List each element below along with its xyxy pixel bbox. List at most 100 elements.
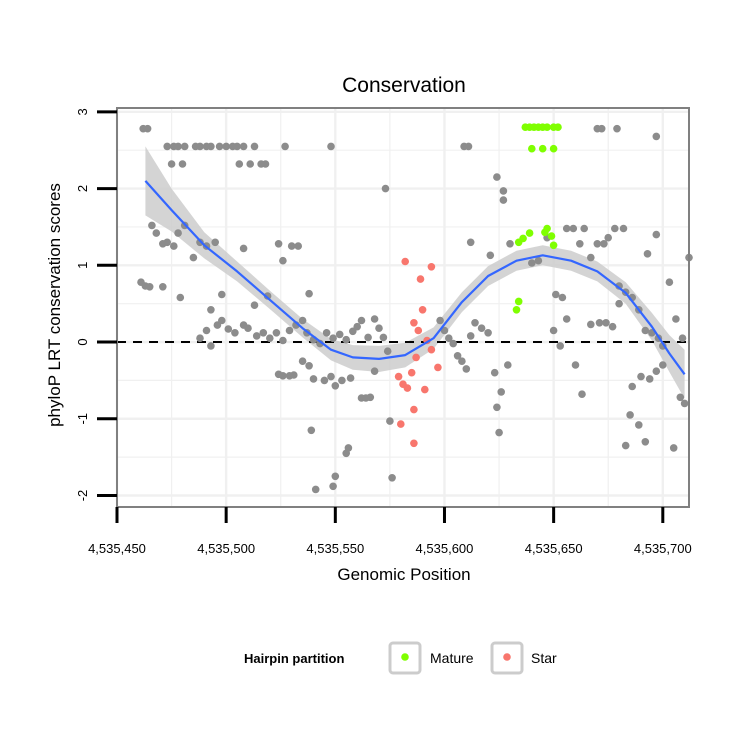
point-other	[604, 233, 612, 242]
point-other	[659, 361, 667, 369]
point-other	[170, 242, 178, 250]
point-other	[259, 329, 268, 337]
point-other	[495, 428, 503, 437]
point-other	[331, 382, 340, 390]
y-tick-label: 1	[75, 262, 90, 269]
point-other	[619, 224, 628, 233]
point-other	[499, 187, 508, 195]
point-other	[366, 393, 375, 402]
point-other	[669, 444, 678, 452]
x-tick-label: 4,535,500	[197, 541, 255, 556]
legend-swatch-mature	[401, 653, 409, 661]
point-other	[239, 142, 248, 151]
point-other	[558, 293, 567, 302]
point-other	[597, 124, 606, 133]
point-other	[344, 444, 353, 452]
point-other	[611, 224, 619, 233]
x-tick-label: 4,535,450	[88, 541, 146, 556]
point-other	[580, 224, 588, 233]
x-tick-label: 4,535,650	[525, 541, 583, 556]
point-other	[207, 142, 215, 151]
point-other	[440, 326, 449, 335]
point-star	[414, 326, 423, 335]
point-other	[613, 124, 621, 133]
point-other	[497, 388, 506, 396]
point-mature	[514, 297, 523, 306]
point-other	[163, 238, 171, 247]
point-other	[552, 290, 560, 299]
point-other	[471, 319, 479, 327]
point-other	[287, 242, 296, 250]
point-other	[207, 306, 215, 314]
point-other	[602, 319, 610, 327]
point-other	[576, 240, 584, 248]
smooth-line	[144, 180, 686, 375]
point-other	[645, 375, 654, 383]
point-other	[449, 339, 458, 348]
point-other	[174, 142, 182, 151]
point-other	[211, 238, 219, 247]
point-other	[493, 403, 501, 412]
point-other	[386, 417, 394, 425]
point-other	[593, 240, 602, 248]
point-other	[621, 441, 630, 450]
point-other	[466, 238, 475, 247]
point-other	[178, 160, 187, 168]
point-other	[331, 472, 340, 481]
x-tick-label: 4,535,550	[306, 541, 364, 556]
point-other	[381, 184, 390, 193]
point-other	[388, 474, 396, 482]
point-star	[434, 363, 442, 372]
point-other	[499, 196, 508, 204]
point-other	[504, 361, 512, 369]
point-other	[196, 334, 204, 343]
point-star	[418, 306, 427, 314]
point-other	[595, 319, 604, 327]
point-other	[342, 335, 351, 344]
point-other	[615, 282, 623, 290]
point-other	[641, 326, 650, 335]
point-mature	[549, 144, 558, 153]
point-other	[174, 229, 182, 237]
point-other	[458, 357, 466, 366]
point-other	[364, 333, 372, 342]
point-other	[320, 376, 329, 385]
point-other	[163, 142, 171, 151]
point-other	[506, 240, 514, 248]
point-other	[281, 142, 289, 151]
point-other	[608, 322, 617, 331]
legend: Hairpin partition Mature Star	[244, 641, 557, 675]
point-other	[244, 324, 252, 333]
point-other	[466, 332, 475, 340]
legend-item-mature: Mature	[388, 641, 474, 675]
point-other	[274, 240, 283, 248]
point-other	[357, 316, 366, 325]
point-other	[305, 362, 313, 370]
point-other	[298, 357, 307, 366]
point-mature	[549, 241, 558, 250]
y-tick-label: 2	[75, 185, 90, 192]
point-other	[379, 333, 388, 342]
point-other	[279, 372, 287, 380]
point-other	[549, 326, 558, 335]
point-mature	[512, 306, 521, 314]
point-star	[410, 439, 418, 448]
point-other	[556, 342, 564, 350]
point-other	[250, 142, 259, 151]
point-other	[329, 334, 337, 343]
point-other	[176, 293, 185, 302]
point-other	[335, 330, 344, 339]
point-other	[678, 334, 687, 343]
point-other	[266, 334, 274, 343]
point-other	[477, 324, 486, 333]
point-other	[290, 371, 298, 379]
point-star	[397, 420, 405, 428]
point-star	[410, 319, 418, 327]
point-other	[676, 393, 685, 402]
point-other	[327, 372, 335, 381]
point-other	[329, 482, 337, 491]
point-other	[189, 253, 198, 262]
point-other	[672, 315, 680, 323]
point-star	[421, 385, 429, 394]
